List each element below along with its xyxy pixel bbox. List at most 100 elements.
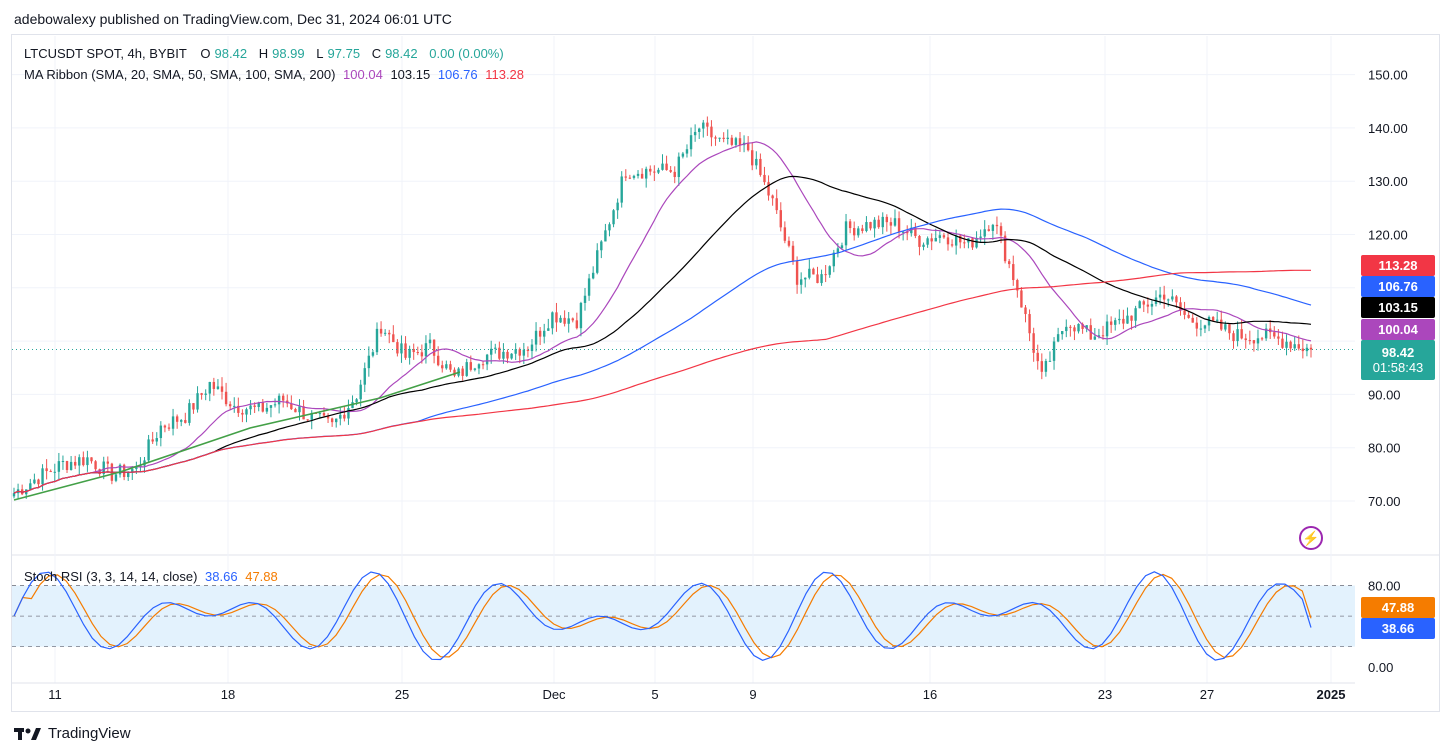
open-label: O bbox=[200, 46, 211, 61]
candle-body bbox=[922, 244, 925, 247]
candle-body bbox=[1207, 317, 1211, 326]
candle-body bbox=[1273, 332, 1276, 337]
candle-body bbox=[995, 224, 999, 227]
candle-body bbox=[1085, 325, 1088, 329]
candle-body bbox=[755, 158, 758, 166]
candle-body bbox=[224, 391, 228, 405]
candle-body bbox=[363, 368, 366, 385]
candle-body bbox=[840, 245, 844, 249]
candle-body bbox=[1101, 335, 1105, 337]
candle-body bbox=[710, 126, 713, 138]
candle-body bbox=[498, 347, 501, 359]
candle-body bbox=[220, 386, 224, 392]
stoch-k-value: 38.66 bbox=[205, 569, 238, 584]
candle-body bbox=[1220, 319, 1223, 330]
candle-body bbox=[746, 142, 750, 151]
candle-body bbox=[971, 238, 974, 248]
candle-body bbox=[1118, 318, 1121, 321]
x-tick-label: 9 bbox=[749, 687, 756, 702]
candle-body bbox=[857, 228, 860, 236]
candle-body bbox=[310, 412, 313, 420]
candle-body bbox=[449, 364, 452, 370]
candle-body bbox=[135, 466, 138, 470]
candle-body bbox=[200, 393, 203, 395]
candle-body bbox=[1044, 360, 1048, 372]
x-tick-label: 5 bbox=[651, 687, 658, 702]
candle-body bbox=[906, 231, 909, 234]
ma-legend: MA Ribbon (SMA, 20, SMA, 50, SMA, 100, S… bbox=[24, 67, 528, 82]
stoch-k-badge: 38.66 bbox=[1361, 618, 1435, 639]
candle-body bbox=[412, 348, 415, 353]
candle-body bbox=[392, 334, 395, 343]
candle-body bbox=[1061, 331, 1064, 335]
candle-body bbox=[979, 236, 982, 238]
candle-body bbox=[188, 403, 191, 423]
candle-body bbox=[852, 228, 856, 236]
candle-body bbox=[653, 171, 656, 173]
candle-body bbox=[1179, 302, 1182, 311]
candle-body bbox=[90, 457, 93, 462]
candle-body bbox=[12, 493, 16, 497]
stoch-legend: Stoch RSI (3, 3, 14, 14, close) 38.66 47… bbox=[24, 569, 282, 584]
candle-body bbox=[171, 416, 175, 429]
candle-body bbox=[571, 318, 574, 321]
candle-body bbox=[791, 245, 795, 261]
candle-body bbox=[738, 138, 742, 146]
candle-body bbox=[718, 137, 721, 139]
low-value: 97.75 bbox=[327, 46, 361, 61]
candle-body bbox=[1211, 317, 1215, 321]
candle-body bbox=[567, 318, 570, 324]
candle-body bbox=[302, 406, 305, 420]
candle-body bbox=[261, 402, 264, 412]
symbol-label: LTCUSDT SPOT, 4h, BYBIT bbox=[24, 46, 187, 61]
candle-body bbox=[918, 235, 921, 247]
candle-body bbox=[306, 419, 309, 421]
sma200-line bbox=[13, 269, 1311, 494]
candle-body bbox=[494, 347, 497, 349]
tradingview-logo-icon bbox=[14, 727, 41, 740]
candle-body bbox=[530, 344, 534, 352]
stoch-y-tick-label: 0.00 bbox=[1368, 660, 1393, 675]
open-value: 98.42 bbox=[214, 46, 248, 61]
candle-body bbox=[1081, 323, 1084, 329]
candle-body bbox=[1183, 310, 1186, 315]
candle-body bbox=[98, 469, 101, 475]
candle-body bbox=[204, 393, 207, 395]
candle-body bbox=[1252, 340, 1256, 344]
ribbon-cross-line bbox=[13, 371, 461, 501]
candle-body bbox=[673, 171, 676, 178]
chart-frame bbox=[11, 34, 1440, 712]
candle-body bbox=[730, 137, 734, 145]
candle-body bbox=[1077, 323, 1080, 332]
candle-body bbox=[445, 364, 448, 369]
candle-body bbox=[999, 226, 1003, 236]
candle-body bbox=[824, 274, 827, 276]
candle-body bbox=[441, 365, 444, 369]
candle-body bbox=[543, 330, 546, 337]
candle-body bbox=[228, 404, 232, 407]
publish-line: adebowalexy published on TradingView.com… bbox=[14, 11, 452, 27]
candle-body bbox=[1305, 347, 1309, 352]
candle-body bbox=[865, 222, 868, 232]
candle-body bbox=[555, 312, 558, 323]
candle-body bbox=[726, 137, 729, 139]
candle-body bbox=[1199, 328, 1203, 330]
candle-body bbox=[1285, 341, 1288, 348]
candle-body bbox=[335, 418, 338, 423]
footer-brand[interactable]: TradingView bbox=[14, 725, 131, 742]
candle-body bbox=[649, 168, 652, 172]
lightning-icon[interactable]: ⚡ bbox=[1299, 526, 1323, 550]
candle-body bbox=[175, 416, 179, 422]
candle-body bbox=[216, 386, 220, 389]
candle-body bbox=[1007, 261, 1011, 265]
candle-body bbox=[987, 229, 990, 231]
candle-body bbox=[828, 266, 831, 275]
candle-body bbox=[383, 332, 387, 334]
x-tick-label: 18 bbox=[221, 687, 235, 702]
candle-body bbox=[873, 219, 876, 229]
candle-body bbox=[942, 235, 946, 238]
candle-body bbox=[424, 343, 428, 357]
candle-body bbox=[1016, 280, 1019, 291]
